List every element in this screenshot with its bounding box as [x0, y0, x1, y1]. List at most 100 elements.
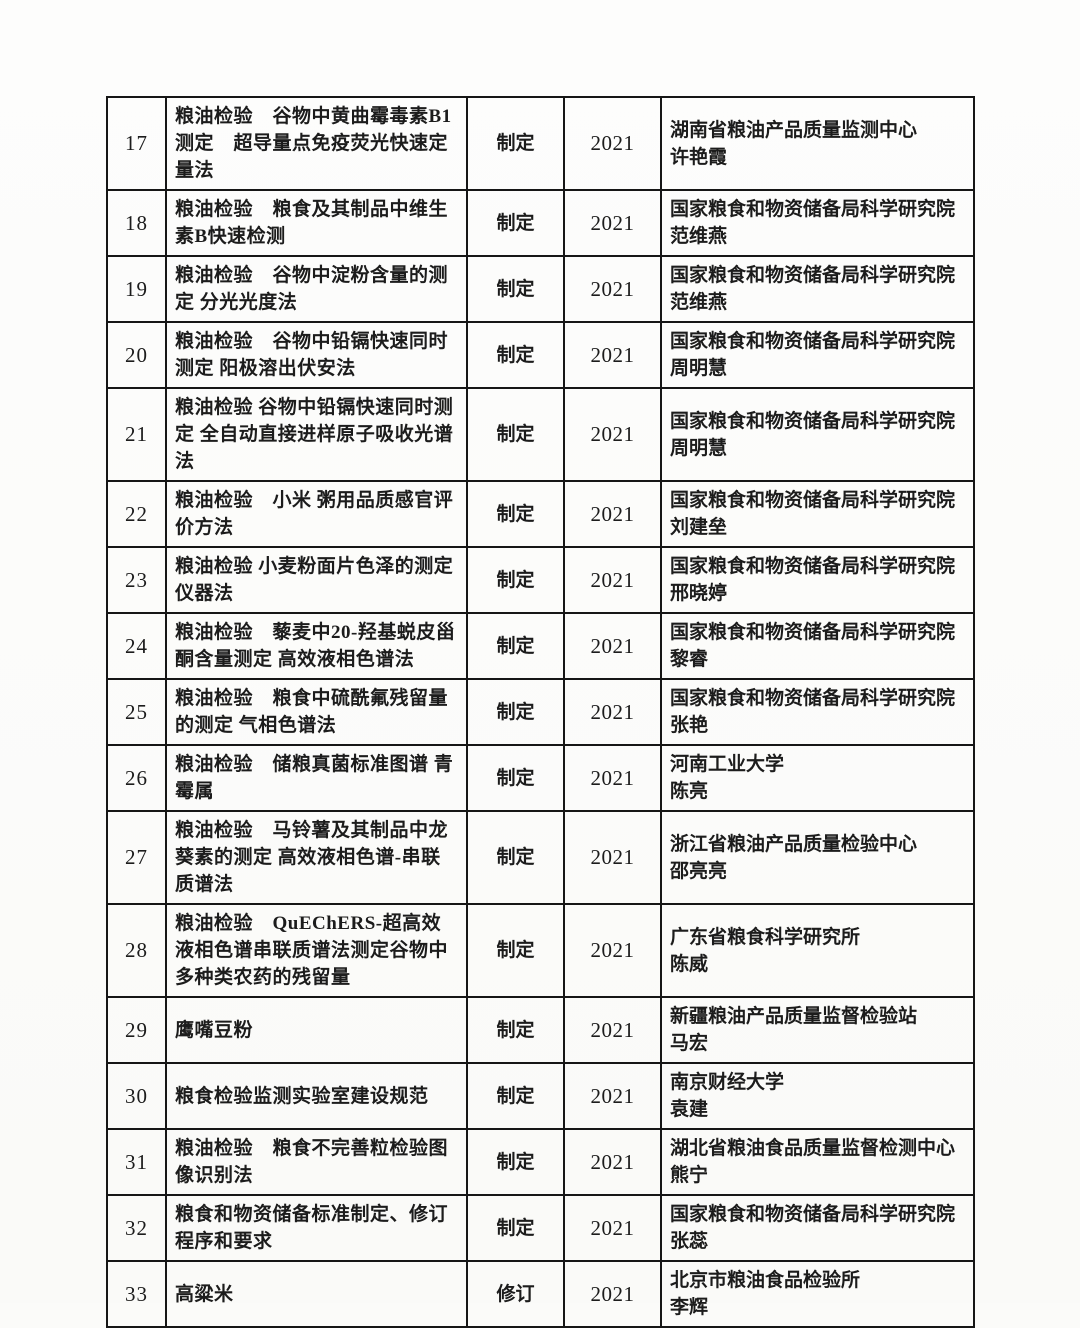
- org-cell: 河南工业大学 陈亮: [660, 744, 975, 812]
- org-cell: 新疆粮油产品质量监督检验站 马宏: [660, 996, 975, 1064]
- plan-year-cell: 2021: [563, 1062, 662, 1130]
- draft-type-cell: 修订: [466, 1260, 565, 1328]
- standard-name-cell: 粮油检验 粮食不完善粒检验图像识别法: [165, 1128, 468, 1196]
- row-number-cell: 25: [106, 678, 167, 746]
- row-number-cell: 27: [106, 810, 167, 905]
- org-name: 浙江省粮油产品质量检验中心: [670, 833, 918, 855]
- drafter-name: 马宏: [670, 1033, 709, 1054]
- table-row: 28 粮油检验 QuEChERS-超高效液相色谱串联质谱法测定谷物中多种类农药的…: [106, 903, 975, 998]
- standard-name-cell: 鹰嘴豆粉: [165, 996, 468, 1064]
- draft-type-cell: 制定: [466, 480, 565, 548]
- org-cell: 国家粮食和物资储备局科学研究院 周明慧: [660, 387, 975, 482]
- row-number-cell: 30: [106, 1062, 167, 1130]
- org-name: 国家粮食和物资储备局科学研究院: [670, 265, 956, 286]
- org-name: 国家粮食和物资储备局科学研究院: [670, 490, 956, 511]
- table-row: 30 粮食检验监测实验室建设规范 制定 2021 南京财经大学 袁建: [106, 1062, 975, 1130]
- standard-name-cell: 粮油检验 谷物中黄曲霉毒素B1测定 超导量点免疫荧光快速定量法: [165, 96, 468, 191]
- standard-name-cell: 粮油检验 QuEChERS-超高效液相色谱串联质谱法测定谷物中多种类农药的残留量: [165, 903, 468, 998]
- draft-type-cell: 制定: [466, 189, 565, 257]
- standard-name-cell: 粮油检验 小麦粉面片色泽的测定 仪器法: [165, 546, 468, 614]
- plan-year-cell: 2021: [563, 744, 662, 812]
- table-row: 19 粮油检验 谷物中淀粉含量的测定 分光光度法 制定 2021 国家粮食和物资…: [106, 255, 975, 323]
- plan-year-cell: 2021: [563, 612, 662, 680]
- standard-name-cell: 粮油检验 马铃薯及其制品中龙葵素的测定 高效液相色谱-串联质谱法: [165, 810, 468, 905]
- row-number-cell: 19: [106, 255, 167, 323]
- org-name: 国家粮食和物资储备局科学研究院: [670, 622, 956, 643]
- row-number-cell: 33: [106, 1260, 167, 1328]
- org-cell: 国家粮食和物资储备局科学研究院 黎睿: [660, 612, 975, 680]
- plan-year-cell: 2021: [563, 810, 662, 905]
- table-row: 31 粮油检验 粮食不完善粒检验图像识别法 制定 2021 湖北省粮油食品质量监…: [106, 1128, 975, 1196]
- row-number-cell: 22: [106, 480, 167, 548]
- standards-table: 17 粮油检验 谷物中黄曲霉毒素B1测定 超导量点免疫荧光快速定量法 制定 20…: [106, 96, 975, 1328]
- standard-name-cell: 粮油检验 粮食及其制品中维生素B快速检测: [165, 189, 468, 257]
- org-name: 国家粮食和物资储备局科学研究院: [670, 331, 956, 352]
- row-number-cell: 31: [106, 1128, 167, 1196]
- row-number-cell: 24: [106, 612, 167, 680]
- org-name: 国家粮食和物资储备局科学研究院: [670, 556, 956, 577]
- table-row: 26 粮油检验 储粮真菌标准图谱 青霉属 制定 2021 河南工业大学 陈亮: [106, 744, 975, 812]
- org-cell: 广东省粮食科学研究所 陈威: [660, 903, 975, 998]
- table-row: 18 粮油检验 粮食及其制品中维生素B快速检测 制定 2021 国家粮食和物资储…: [106, 189, 975, 257]
- table-row: 21 粮油检验 谷物中铅镉快速同时测定 全自动直接进样原子吸收光谱法 制定 20…: [106, 387, 975, 482]
- plan-year-cell: 2021: [563, 546, 662, 614]
- table-row: 32 粮食和物资储备标准制定、修订程序和要求 制定 2021 国家粮食和物资储备…: [106, 1194, 975, 1262]
- org-name: 新疆粮油产品质量监督检验站: [670, 1006, 918, 1027]
- plan-year-cell: 2021: [563, 903, 662, 998]
- standard-name-cell: 粮油检验 谷物中铅镉快速同时测定 全自动直接进样原子吸收光谱法: [165, 387, 468, 482]
- plan-year-cell: 2021: [563, 189, 662, 257]
- table-row: 25 粮油检验 粮食中硫酰氟残留量的测定 气相色谱法 制定 2021 国家粮食和…: [106, 678, 975, 746]
- org-name: 国家粮食和物资储备局科学研究院: [670, 688, 956, 709]
- standard-name-cell: 粮油检验 谷物中铅镉快速同时测定 阳极溶出伏安法: [165, 321, 468, 389]
- drafter-name: 黎睿: [670, 649, 709, 670]
- drafter-name: 熊宁: [670, 1165, 709, 1186]
- table-row: 23 粮油检验 小麦粉面片色泽的测定 仪器法 制定 2021 国家粮食和物资储备…: [106, 546, 975, 614]
- draft-type-cell: 制定: [466, 744, 565, 812]
- row-number-cell: 20: [106, 321, 167, 389]
- org-cell: 国家粮食和物资储备局科学研究院 邢晓婷: [660, 546, 975, 614]
- org-cell: 国家粮食和物资储备局科学研究院 刘建垒: [660, 480, 975, 548]
- draft-type-cell: 制定: [466, 1128, 565, 1196]
- org-cell: 浙江省粮油产品质量检验中心 邵亮亮: [660, 810, 975, 905]
- org-name: 广东省粮食科学研究所: [670, 926, 861, 948]
- standard-name-cell: 粮油检验 储粮真菌标准图谱 青霉属: [165, 744, 468, 812]
- standard-name-cell: 粮油检验 谷物中淀粉含量的测定 分光光度法: [165, 255, 468, 323]
- drafter-name: 许艳霞: [670, 146, 728, 168]
- plan-year-cell: 2021: [563, 996, 662, 1064]
- drafter-name: 邵亮亮: [670, 860, 728, 882]
- row-number-cell: 23: [106, 546, 167, 614]
- table-row: 22 粮油检验 小米 粥用品质感官评价方法 制定 2021 国家粮食和物资储备局…: [106, 480, 975, 548]
- org-name: 湖南省粮油产品质量监测中心: [670, 119, 918, 141]
- plan-year-cell: 2021: [563, 678, 662, 746]
- org-name: 国家粮食和物资储备局科学研究院: [670, 410, 956, 432]
- standard-name-cell: 高粱米: [165, 1260, 468, 1328]
- table-row: 27 粮油检验 马铃薯及其制品中龙葵素的测定 高效液相色谱-串联质谱法 制定 2…: [106, 810, 975, 905]
- standard-name-cell: 粮食检验监测实验室建设规范: [165, 1062, 468, 1130]
- row-number-cell: 28: [106, 903, 167, 998]
- plan-year-cell: 2021: [563, 1194, 662, 1262]
- drafter-name: 周明慧: [670, 437, 728, 459]
- draft-type-cell: 制定: [466, 387, 565, 482]
- org-cell: 国家粮食和物资储备局科学研究院 范维燕: [660, 255, 975, 323]
- standard-name-cell: 粮油检验 小米 粥用品质感官评价方法: [165, 480, 468, 548]
- row-number-cell: 17: [106, 96, 167, 191]
- plan-year-cell: 2021: [563, 255, 662, 323]
- plan-year-cell: 2021: [563, 387, 662, 482]
- plan-year-cell: 2021: [563, 1128, 662, 1196]
- drafter-name: 刘建垒: [670, 517, 728, 538]
- drafter-name: 李辉: [670, 1297, 709, 1318]
- table-row: 29 鹰嘴豆粉 制定 2021 新疆粮油产品质量监督检验站 马宏: [106, 996, 975, 1064]
- drafter-name: 陈亮: [670, 781, 709, 802]
- drafter-name: 张蕊: [670, 1231, 709, 1252]
- drafter-name: 邢晓婷: [670, 583, 728, 604]
- org-cell: 国家粮食和物资储备局科学研究院 周明慧: [660, 321, 975, 389]
- standard-name-cell: 粮油检验 藜麦中20-羟基蜕皮甾酮含量测定 高效液相色谱法: [165, 612, 468, 680]
- org-cell: 湖北省粮油食品质量监督检测中心 熊宁: [660, 1128, 975, 1196]
- table-row: 24 粮油检验 藜麦中20-羟基蜕皮甾酮含量测定 高效液相色谱法 制定 2021…: [106, 612, 975, 680]
- table-row: 17 粮油检验 谷物中黄曲霉毒素B1测定 超导量点免疫荧光快速定量法 制定 20…: [106, 96, 975, 191]
- plan-year-cell: 2021: [563, 1260, 662, 1328]
- org-cell: 北京市粮油食品检验所 李辉: [660, 1260, 975, 1328]
- drafter-name: 张艳: [670, 715, 709, 736]
